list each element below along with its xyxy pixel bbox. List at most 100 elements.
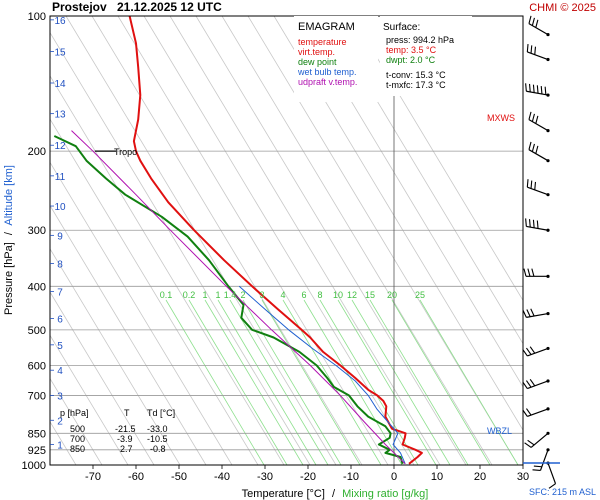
mixing-ratio-label: 6 [301,290,306,300]
wind-barb-feather [522,309,527,318]
wind-barb [525,218,550,232]
dry-adiabat [50,248,181,465]
altitude-tick-label: 6 [57,315,63,326]
mixing-ratio-line [337,299,437,465]
altitude-tick-label: 2 [57,416,63,427]
series-udpraft-v-temp--line [71,130,406,465]
wind-barb [528,15,550,37]
wind-barb-feather [532,84,535,93]
x-tick-label: -20 [300,471,316,483]
wind-barb-dot [546,431,550,435]
dry-adiabat [221,16,493,465]
wind-barb-feather [522,409,528,417]
x-tick-label: 30 [517,471,529,483]
table-row-p: 500 [70,424,85,434]
mixing-ratio-line [391,299,491,465]
wind-barb [522,378,550,390]
surface-tmxfc: t-mxfc: 17.3 °C [386,80,446,90]
dry-adiabat [195,16,467,465]
table-header-td: Td [°C] [147,408,175,418]
x-tick-label: -30 [257,471,273,483]
dry-adiabat [50,334,129,465]
legend: EMAGRAM temperature virt.temp. dew point… [294,16,378,102]
datetime: 21.12.2025 12 UTC [117,0,222,14]
mixing-ratio-label: 4 [280,290,285,300]
wind-barb-feather [526,309,531,317]
wind-barb [522,407,550,417]
pressure-tick-label: 700 [28,390,46,402]
wind-barb-feather [522,349,528,357]
mixing-ratio-label: 25 [415,290,425,300]
levels-table: p [hPa] T Td [°C] 500 -21.5 -33.0 700 -3… [60,408,175,454]
mixing-ratio-label: 8 [317,290,322,300]
surface-dwpt: dwpt: 2.0 °C [386,55,436,65]
mixing-ratio-line [229,299,329,465]
altitude-tick-label: 7 [57,288,63,299]
plot-frame [49,15,524,466]
wind-barb-feather [527,268,531,277]
svg-text:Pressure [hPa] / A: Pressure [hPa] / Altitude [km] [3,165,15,315]
wind-barb-dot [546,32,550,37]
wind-barb-feather [540,85,543,95]
wind-barb-dot [546,93,550,97]
surface-temp: temp: 3.5 °C [386,45,437,55]
mxws-label: MXWS [487,113,515,123]
table-row-t: 2.7 [120,444,133,454]
series-dew-point-line [53,135,404,465]
wind-barb-feather [531,17,535,26]
x-tick-label: -70 [85,471,101,483]
mixing-ratio-line [303,299,403,465]
wind-barb-dot [546,159,550,163]
dry-adiabat [50,31,311,465]
table-row-p: 700 [70,434,85,444]
altitude-tick-label: 11 [55,172,66,183]
mixing-ratio-line [319,299,419,465]
wind-barb [526,43,550,62]
wind-barb-feather [530,180,533,189]
wind-barb-feather [536,220,539,229]
wind-barb-feather [544,86,547,95]
wind-barb [532,448,550,472]
dry-adiabat [50,377,103,465]
legend-dew-point: dew point [298,57,337,67]
legend-wet-bulb: wet bulb temp. [297,67,357,77]
altitude-tick-label: 4 [57,366,63,377]
table-row-p: 850 [70,444,85,454]
altitude-tick-label: 3 [57,391,63,402]
surface-title: Surface: [383,22,420,33]
mixing-ratio-label: 20 [387,290,397,300]
wind-barb-dot [546,228,550,232]
legend-virt-temp: virt.temp. [298,47,335,57]
pressure-tick-label: 500 [28,325,46,337]
altitude-tick-label: 1 [57,440,63,451]
tropopause-label: Tropo [114,147,137,157]
wind-barb-feather [525,83,527,92]
surface-tconv: t-conv: 15.3 °C [386,70,446,80]
mixing-ratio-label: 15 [365,290,375,300]
wind-barb-staff [547,462,557,484]
dry-adiabat [169,16,441,465]
wind-barb [522,346,550,357]
altitude-tick-label: 8 [57,260,63,271]
credit: CHMI © 2025 [529,2,596,14]
wind-barb-feather [532,469,541,472]
wind-barb-feather [535,145,539,154]
wind-barb-feather [528,219,531,228]
wind-barb-feather [548,483,556,489]
series-temperature-line [128,16,423,465]
wind-barb [523,268,550,278]
altitude-tick-label: 10 [54,202,66,213]
wind-barb-feather [522,381,528,389]
altitude-tick-label: 5 [57,341,63,352]
wind-barb-feather [526,347,532,355]
mixing-ratio-line [204,299,304,465]
mixing-ratio-label: 3 [259,290,264,300]
y-axis-altitude-label: Altitude [km] [3,165,15,226]
x-tick-label: 20 [474,471,486,483]
mixing-ratio-label: 1 [215,290,220,300]
pressure-tick-label: 850 [28,428,46,440]
wind-barb-feather [535,19,539,28]
table-header-t: T [124,408,130,418]
pressure-tick-label: 600 [28,360,46,372]
